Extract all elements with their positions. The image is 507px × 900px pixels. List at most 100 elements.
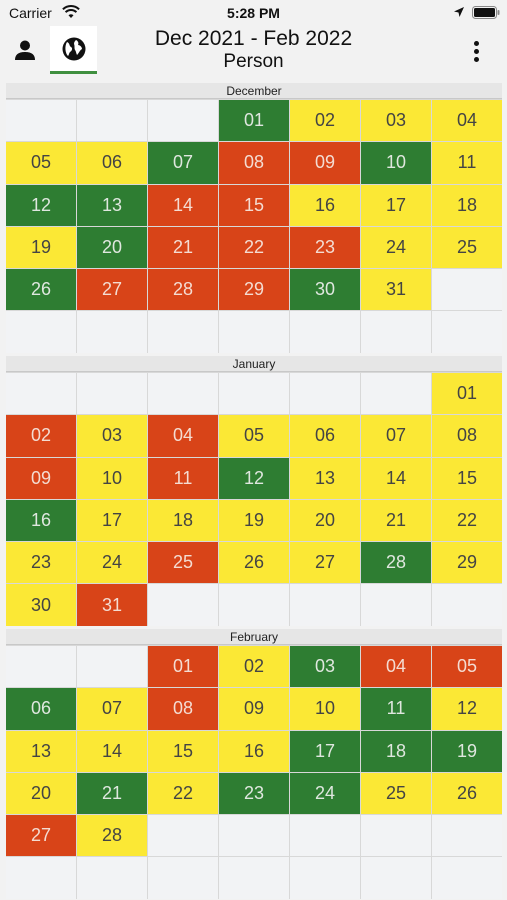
day-cell[interactable]: 15 xyxy=(432,457,502,499)
day-cell[interactable]: 11 xyxy=(432,142,502,184)
day-cell[interactable]: 07 xyxy=(361,415,431,457)
day-cell[interactable]: 03 xyxy=(77,415,147,457)
day-cell[interactable]: 15 xyxy=(148,730,218,772)
day-cell[interactable]: 14 xyxy=(148,184,218,226)
day-cell[interactable]: 10 xyxy=(290,688,360,730)
day-cell[interactable]: 27 xyxy=(77,269,147,311)
day-cell[interactable]: 22 xyxy=(219,226,289,269)
day-cell[interactable]: 24 xyxy=(77,542,147,584)
day-cell[interactable]: 02 xyxy=(6,415,76,457)
day-cell[interactable]: 31 xyxy=(361,269,431,311)
day-cell[interactable]: 05 xyxy=(6,142,76,184)
day-cell[interactable]: 22 xyxy=(148,772,218,815)
empty-day-cell xyxy=(77,100,147,142)
day-cell[interactable]: 03 xyxy=(290,646,360,688)
day-cell[interactable]: 16 xyxy=(219,730,289,772)
day-cell[interactable]: 13 xyxy=(290,457,360,499)
day-cell[interactable]: 05 xyxy=(432,646,502,688)
day-cell[interactable]: 01 xyxy=(219,100,289,142)
empty-day-cell xyxy=(6,373,76,415)
day-cell[interactable]: 28 xyxy=(148,269,218,311)
day-cell[interactable]: 25 xyxy=(361,772,431,815)
day-cell[interactable]: 08 xyxy=(432,415,502,457)
day-cell[interactable]: 10 xyxy=(77,457,147,499)
more-options-button[interactable] xyxy=(464,36,488,66)
day-cell[interactable]: 30 xyxy=(6,584,76,626)
day-cell[interactable]: 04 xyxy=(148,415,218,457)
month-header: January xyxy=(6,356,502,372)
day-cell[interactable]: 28 xyxy=(77,815,147,857)
day-cell[interactable]: 06 xyxy=(77,142,147,184)
day-cell[interactable]: 12 xyxy=(219,457,289,499)
day-cell[interactable]: 15 xyxy=(219,184,289,226)
day-cell[interactable]: 26 xyxy=(432,772,502,815)
day-cell[interactable]: 24 xyxy=(361,226,431,269)
day-cell[interactable]: 16 xyxy=(6,499,76,542)
day-cell[interactable]: 25 xyxy=(432,226,502,269)
day-cell[interactable]: 07 xyxy=(148,142,218,184)
day-cell[interactable]: 18 xyxy=(432,184,502,226)
day-cell[interactable]: 21 xyxy=(361,499,431,542)
month-february: February 01 02 03 04 05 06 07 08 09 10 11 12 13 14 15 1… xyxy=(6,629,502,899)
day-cell[interactable]: 04 xyxy=(432,100,502,142)
day-cell[interactable]: 23 xyxy=(219,772,289,815)
day-cell[interactable]: 18 xyxy=(148,499,218,542)
day-cell[interactable]: 23 xyxy=(6,542,76,584)
day-cell[interactable]: 29 xyxy=(432,542,502,584)
empty-day-cell xyxy=(361,584,431,626)
day-cell[interactable]: 01 xyxy=(432,373,502,415)
day-cell[interactable]: 02 xyxy=(219,646,289,688)
location-arrow-icon xyxy=(454,7,464,17)
person-icon xyxy=(15,40,35,60)
day-cell[interactable]: 08 xyxy=(148,688,218,730)
day-cell[interactable]: 12 xyxy=(432,688,502,730)
day-cell[interactable]: 02 xyxy=(290,100,360,142)
day-cell[interactable]: 20 xyxy=(6,772,76,815)
day-cell[interactable]: 04 xyxy=(361,646,431,688)
day-cell[interactable]: 03 xyxy=(361,100,431,142)
day-cell[interactable]: 28 xyxy=(361,542,431,584)
day-cell[interactable]: 27 xyxy=(290,542,360,584)
day-cell[interactable]: 20 xyxy=(77,226,147,269)
day-cell[interactable]: 12 xyxy=(6,184,76,226)
day-cell[interactable]: 11 xyxy=(361,688,431,730)
day-cell[interactable]: 08 xyxy=(219,142,289,184)
day-cell[interactable]: 06 xyxy=(290,415,360,457)
tab-global[interactable] xyxy=(50,26,97,74)
day-cell[interactable]: 13 xyxy=(6,730,76,772)
day-cell[interactable]: 17 xyxy=(290,730,360,772)
day-cell[interactable]: 09 xyxy=(219,688,289,730)
day-cell[interactable]: 19 xyxy=(6,226,76,269)
day-cell[interactable]: 29 xyxy=(219,269,289,311)
day-cell[interactable]: 17 xyxy=(361,184,431,226)
tab-person[interactable] xyxy=(2,26,48,74)
day-cell[interactable]: 24 xyxy=(290,772,360,815)
day-cell[interactable]: 13 xyxy=(77,184,147,226)
day-cell[interactable]: 27 xyxy=(6,815,76,857)
day-cell[interactable]: 09 xyxy=(290,142,360,184)
day-cell[interactable]: 11 xyxy=(148,457,218,499)
day-cell[interactable]: 18 xyxy=(361,730,431,772)
day-cell[interactable]: 23 xyxy=(290,226,360,269)
day-cell[interactable]: 25 xyxy=(148,542,218,584)
day-cell[interactable]: 26 xyxy=(219,542,289,584)
day-cell[interactable]: 30 xyxy=(290,269,360,311)
day-cell[interactable]: 31 xyxy=(77,584,147,626)
day-cell[interactable]: 19 xyxy=(432,730,502,772)
day-cell[interactable]: 07 xyxy=(77,688,147,730)
day-cell[interactable]: 14 xyxy=(361,457,431,499)
day-cell[interactable]: 01 xyxy=(148,646,218,688)
day-cell[interactable]: 20 xyxy=(290,499,360,542)
day-cell[interactable]: 19 xyxy=(219,499,289,542)
day-cell[interactable]: 21 xyxy=(148,226,218,269)
day-cell[interactable]: 21 xyxy=(77,772,147,815)
day-cell[interactable]: 26 xyxy=(6,269,76,311)
day-cell[interactable]: 16 xyxy=(290,184,360,226)
day-cell[interactable]: 05 xyxy=(219,415,289,457)
day-cell[interactable]: 09 xyxy=(6,457,76,499)
day-cell[interactable]: 22 xyxy=(432,499,502,542)
day-cell[interactable]: 14 xyxy=(77,730,147,772)
day-cell[interactable]: 06 xyxy=(6,688,76,730)
day-cell[interactable]: 10 xyxy=(361,142,431,184)
day-cell[interactable]: 17 xyxy=(77,499,147,542)
